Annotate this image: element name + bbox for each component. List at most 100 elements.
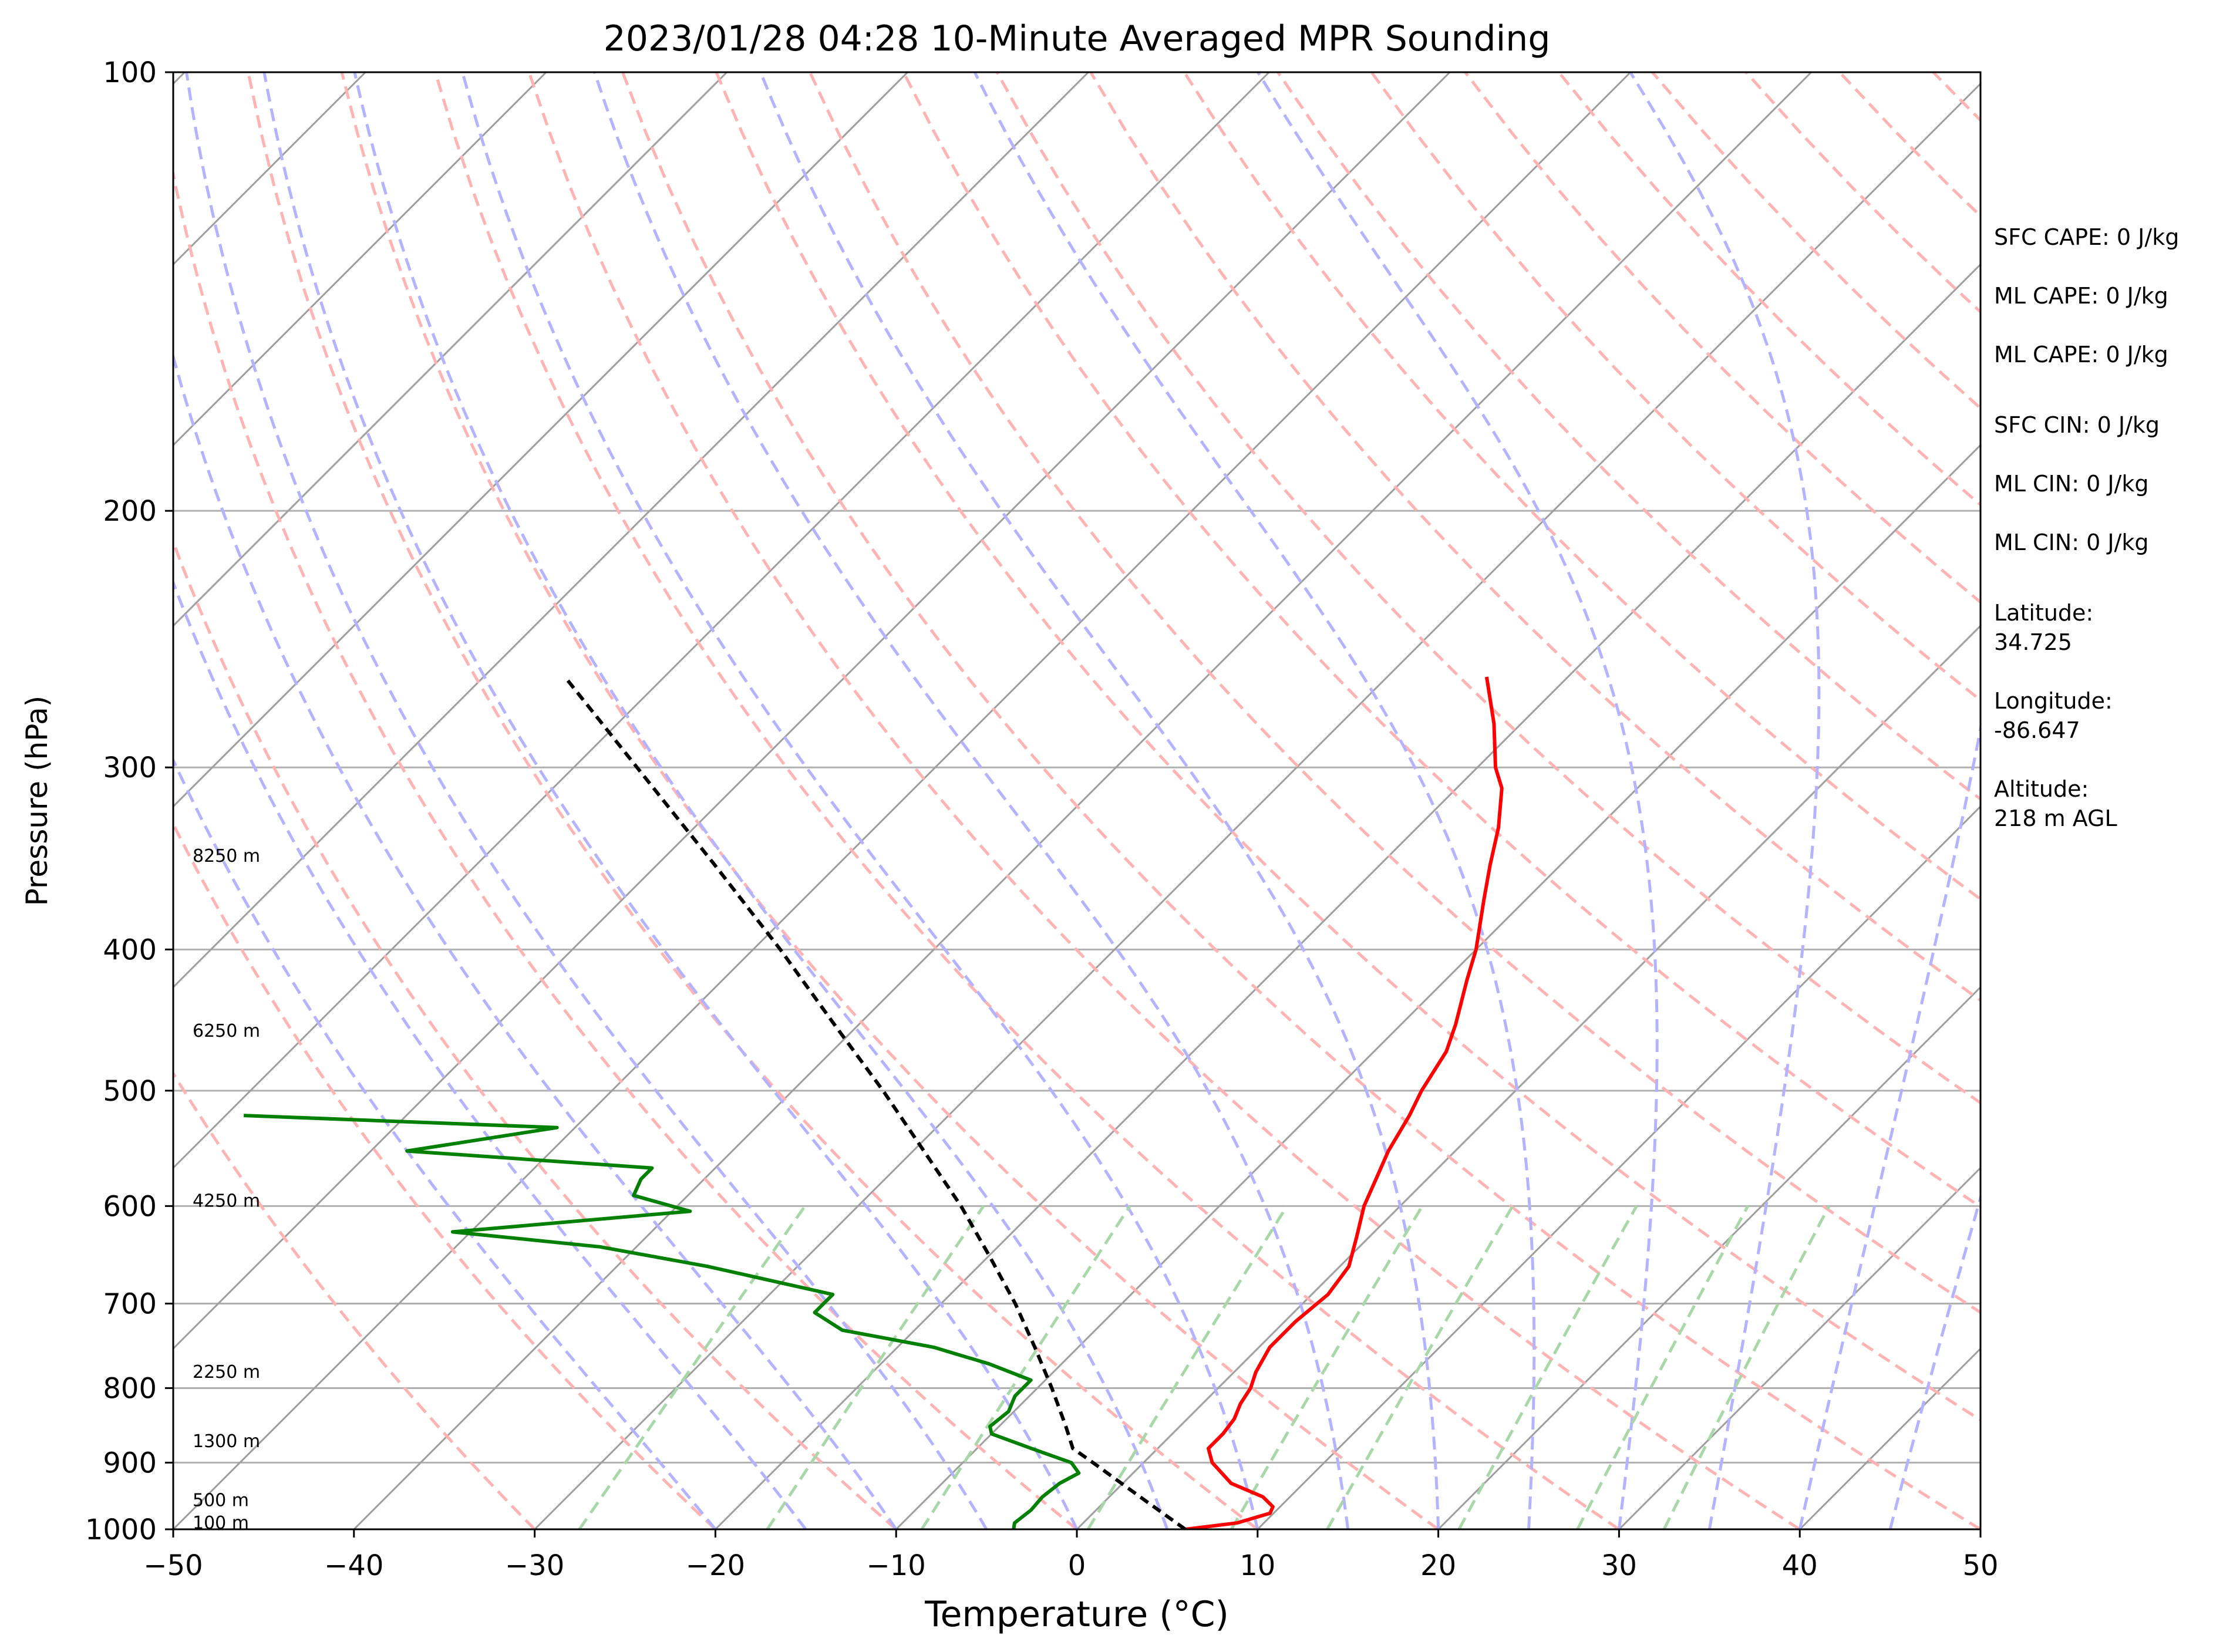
isotherm-line bbox=[173, 72, 1451, 1350]
x-tick-label: 30 bbox=[1601, 1549, 1637, 1582]
stat-annotation: Latitude: bbox=[1994, 600, 2093, 626]
stat-annotation: ML CAPE: 0 J/kg bbox=[1994, 283, 2168, 309]
y-tick-label: 400 bbox=[103, 933, 157, 966]
moist-adiabat bbox=[593, 72, 1350, 1529]
stat-annotation: SFC CIN: 0 J/kg bbox=[1994, 412, 2160, 438]
isotherm-line bbox=[715, 263, 1981, 1529]
dry-adiabat bbox=[173, 1070, 536, 1529]
mixing-ratio-line bbox=[1576, 1205, 1750, 1529]
dry-adiabat bbox=[173, 167, 1078, 1529]
y-tick-label: 300 bbox=[103, 751, 157, 784]
stat-annotation: 218 m AGL bbox=[1994, 805, 2117, 831]
stat-annotation: 34.725 bbox=[1994, 629, 2072, 655]
x-tick-label: −50 bbox=[143, 1549, 203, 1582]
stat-annotation: -86.647 bbox=[1994, 717, 2080, 743]
dry-adiabat bbox=[1370, 72, 1981, 702]
mixing-ratio-line bbox=[920, 1205, 1131, 1529]
x-tick-label: −10 bbox=[867, 1549, 926, 1582]
height-marker-label: 500 m bbox=[193, 1490, 249, 1511]
dry-adiabat bbox=[1276, 72, 1981, 801]
height-marker-label: 2250 m bbox=[193, 1362, 260, 1383]
height-marker-label: 4250 m bbox=[193, 1191, 260, 1211]
mixing-ratio-line bbox=[1230, 1205, 1424, 1529]
height-marker-label: 6250 m bbox=[193, 1021, 260, 1041]
isotherm-line bbox=[173, 72, 1089, 989]
isotherm-line bbox=[1437, 986, 1981, 1529]
height-marker-label: 8250 m bbox=[193, 846, 260, 867]
isotherm-line bbox=[173, 72, 728, 628]
moist-adiabat bbox=[759, 72, 1440, 1529]
isotherm-line bbox=[1076, 624, 1981, 1529]
dry-adiabat bbox=[902, 72, 1981, 1209]
dry-adiabat bbox=[527, 72, 1801, 1529]
isotherm-line bbox=[173, 72, 1270, 1169]
chart-title: 2023/01/28 04:28 10-Minute Averaged MPR … bbox=[604, 18, 1551, 59]
stat-annotation: Longitude: bbox=[1994, 688, 2113, 714]
mixing-ratio-line bbox=[766, 1205, 985, 1529]
mixing-ratio-line bbox=[1457, 1205, 1638, 1529]
moist-adiabat bbox=[353, 72, 1169, 1529]
dry-adiabat bbox=[1089, 72, 1981, 1002]
isotherm-line bbox=[173, 72, 547, 447]
dewpoint-profile-line bbox=[243, 1114, 1081, 1529]
x-tick-label: −20 bbox=[686, 1549, 745, 1582]
stat-annotation: Altitude: bbox=[1994, 776, 2089, 802]
isotherm-line bbox=[173, 72, 1632, 1529]
moist-adiabat bbox=[1257, 72, 1659, 1529]
x-tick-label: −40 bbox=[324, 1549, 383, 1582]
moist-adiabat bbox=[173, 351, 898, 1529]
y-tick-label: 700 bbox=[103, 1288, 157, 1321]
mixing-ratio-line bbox=[1086, 1205, 1289, 1529]
stat-annotation: ML CIN: 0 J/kg bbox=[1994, 530, 2148, 555]
dry-adiabat bbox=[173, 538, 897, 1529]
moist-adiabat bbox=[262, 72, 1079, 1529]
x-tick-label: 0 bbox=[1068, 1549, 1086, 1582]
y-tick-label: 200 bbox=[103, 495, 157, 528]
dry-adiabat bbox=[1183, 72, 1981, 901]
isotherm-line bbox=[1618, 1166, 1981, 1529]
moist-adiabat bbox=[1798, 721, 1981, 1529]
dry-adiabat bbox=[173, 821, 717, 1529]
moist-adiabat bbox=[185, 72, 988, 1529]
isotherm-line bbox=[1257, 805, 1981, 1529]
stat-annotation: ML CIN: 0 J/kg bbox=[1994, 471, 2148, 497]
mixing-ratio-line bbox=[1662, 1205, 1831, 1529]
dry-adiabat bbox=[247, 72, 1259, 1529]
x-axis-label: Temperature (°C) bbox=[924, 1594, 1229, 1635]
parcel-profile-line bbox=[563, 676, 1187, 1529]
height-marker-label: 1300 m bbox=[193, 1431, 260, 1452]
dry-adiabat bbox=[715, 72, 1981, 1422]
y-tick-label: 1000 bbox=[85, 1513, 157, 1546]
moist-adiabat bbox=[1629, 72, 1821, 1529]
dry-adiabat bbox=[809, 72, 1981, 1314]
y-tick-label: 900 bbox=[103, 1447, 157, 1479]
y-tick-label: 500 bbox=[103, 1075, 157, 1108]
mixing-ratio-line bbox=[1326, 1205, 1514, 1529]
isotherm-line bbox=[173, 72, 908, 808]
x-tick-label: 10 bbox=[1240, 1549, 1275, 1582]
x-tick-label: −30 bbox=[505, 1549, 564, 1582]
dry-adiabat bbox=[340, 72, 1440, 1529]
y-tick-label: 800 bbox=[103, 1372, 157, 1405]
isotherm-line bbox=[895, 444, 1981, 1529]
mixing-ratio-line bbox=[578, 1205, 807, 1529]
stat-annotation: ML CAPE: 0 J/kg bbox=[1994, 342, 2168, 368]
moist-adiabat bbox=[973, 72, 1536, 1529]
temperature-profile-line bbox=[1185, 676, 1504, 1529]
x-tick-label: 20 bbox=[1420, 1549, 1456, 1582]
isotherm-line bbox=[353, 72, 1812, 1529]
moist-adiabat bbox=[173, 578, 807, 1529]
dry-adiabat bbox=[995, 72, 1981, 1105]
y-tick-label: 600 bbox=[103, 1190, 157, 1223]
y-tick-label: 100 bbox=[103, 56, 157, 89]
isotherm-line bbox=[534, 82, 1981, 1529]
x-tick-label: 40 bbox=[1782, 1549, 1818, 1582]
height-marker-label: 100 m bbox=[193, 1513, 249, 1533]
y-axis-label: Pressure (hPa) bbox=[20, 696, 54, 906]
dry-adiabat bbox=[621, 72, 1981, 1529]
moist-adiabat bbox=[1888, 1192, 1981, 1529]
stat-annotation: SFC CAPE: 0 J/kg bbox=[1994, 224, 2179, 250]
x-tick-label: 50 bbox=[1962, 1549, 1998, 1582]
